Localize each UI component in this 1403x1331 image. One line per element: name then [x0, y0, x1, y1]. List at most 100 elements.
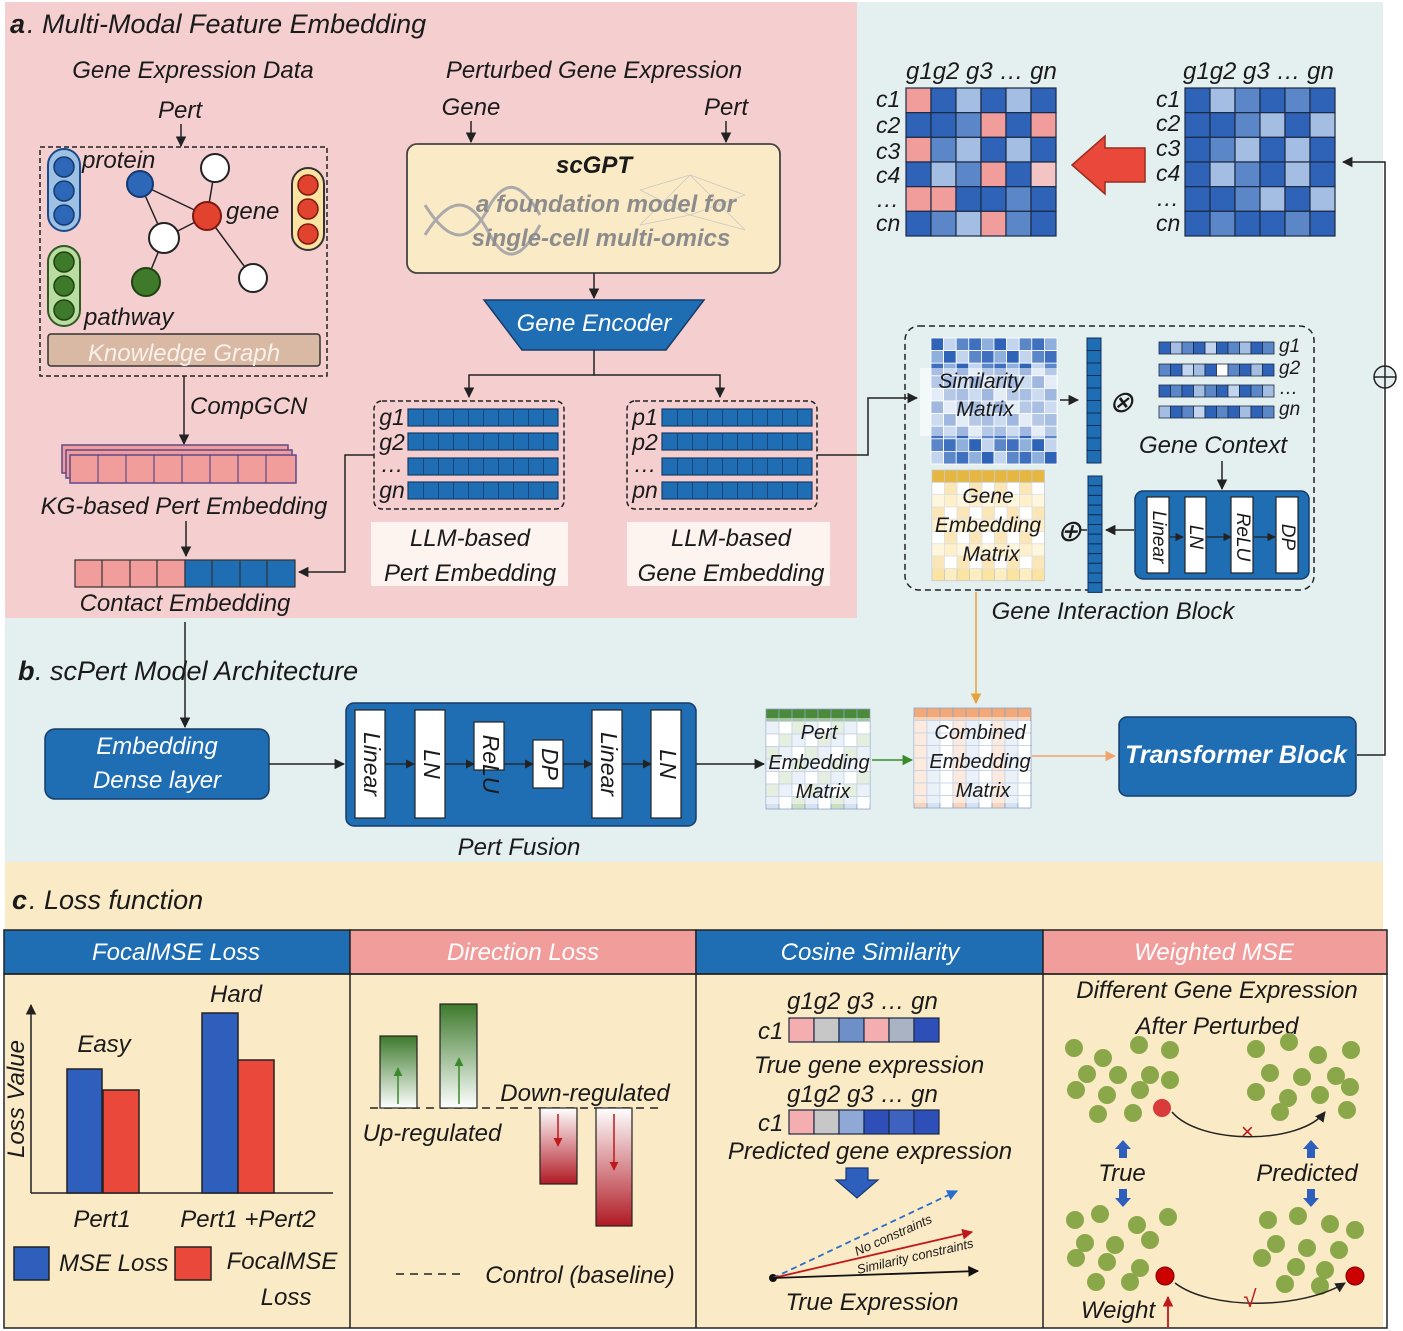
vector-column — [1086, 337, 1102, 464]
gene-encoder-label: Gene Encoder — [517, 310, 673, 337]
similarity-label-2: Matrix — [956, 398, 1015, 421]
protein-node — [126, 170, 154, 198]
row-divider — [438, 458, 439, 475]
pem-overlay — [766, 718, 870, 804]
heatmap-cell — [930, 136, 957, 163]
llm-gene-label-bg — [627, 522, 830, 586]
context-cell — [1181, 363, 1194, 377]
pert-fusion-label: Pert Fusion — [458, 834, 581, 861]
context-cell — [1170, 384, 1183, 398]
heatmap-cell — [1030, 112, 1057, 138]
vector-cell — [1086, 375, 1102, 389]
gene-dot — [1259, 1211, 1277, 1229]
matrix-cell — [1019, 469, 1033, 483]
heatmap-cell — [1030, 210, 1057, 237]
heatmap-cell — [1030, 136, 1057, 163]
expression-cell — [788, 1017, 815, 1043]
matrix-cell — [955, 350, 970, 364]
row-divider — [767, 482, 768, 499]
row-divider — [737, 409, 738, 426]
row-divider — [692, 409, 693, 426]
fusion-block — [473, 721, 505, 771]
row-divider — [707, 433, 708, 450]
vector-cell — [1086, 350, 1102, 364]
gene-context-label: Gene Context — [1139, 432, 1288, 459]
gene-dot — [1067, 1081, 1085, 1099]
transformer-block-box — [1118, 716, 1357, 797]
context-cell — [1262, 363, 1275, 377]
matrix-cell — [968, 450, 982, 465]
panel-a-title: . Multi-Modal Feature Embedding — [27, 9, 426, 39]
panel-a: a . Multi-Modal Feature Embedding Gene E… — [10, 9, 830, 617]
matrix-cell — [969, 469, 983, 483]
up-regulated-label: Up-regulated — [363, 1120, 502, 1147]
heatmap-cell — [955, 112, 982, 138]
heatmap-cell — [955, 161, 982, 188]
heatmap-cell — [1234, 186, 1261, 212]
heatmap-cell — [1234, 136, 1261, 163]
heatmap-cell — [980, 87, 1007, 114]
matrix-cell — [981, 469, 995, 483]
row-divider — [752, 482, 753, 499]
vector-cell — [1086, 450, 1102, 464]
row-divider — [767, 458, 768, 475]
gene-dot — [1279, 1089, 1297, 1107]
row-divider — [498, 433, 499, 450]
focal-y-label: Loss Value — [3, 1040, 30, 1158]
heatmap-cell — [1284, 161, 1311, 188]
heatmap-cell — [930, 112, 957, 138]
expression-cell — [838, 1017, 865, 1043]
gene-context-rows — [1158, 341, 1275, 419]
encoder-to-gene-arrow — [594, 374, 726, 399]
gene-dot — [1065, 1039, 1083, 1057]
graph-node — [200, 153, 230, 183]
heatmap-cell — [955, 136, 982, 163]
matrix-cell — [1031, 350, 1045, 364]
legend-focal-label-1: FocalMSE — [227, 1248, 339, 1275]
gene-dot — [1311, 1086, 1329, 1104]
row-divider — [767, 433, 768, 450]
expression-cell — [913, 1017, 940, 1043]
heatmap-cell — [1284, 210, 1311, 237]
row-divider — [737, 482, 738, 499]
gene-dot — [1311, 1277, 1329, 1295]
gene-dot — [1280, 1033, 1298, 1051]
vector-cell — [1086, 412, 1102, 426]
gem-label-2: Embedding — [935, 514, 1042, 537]
weighted-title-1: Different Gene Expression — [1076, 977, 1357, 1004]
gene-expression-data-label: Gene Expression Data — [72, 57, 313, 84]
expression-cell — [888, 1109, 915, 1135]
fusion-block-label: Linear — [596, 732, 622, 797]
context-cell — [1216, 384, 1229, 398]
heatmap-cell — [980, 186, 1007, 212]
matrix-cell — [994, 568, 1008, 582]
row-divider — [438, 409, 439, 426]
gene-dot — [1338, 1101, 1356, 1119]
vector-cell — [1086, 437, 1102, 451]
vector-cell — [1087, 524, 1103, 535]
llm-gene-embedding-rows — [661, 408, 813, 500]
g-row-label: … — [381, 451, 404, 477]
gem-label-3: Matrix — [962, 543, 1021, 566]
heatmap-cell — [930, 186, 957, 212]
row-divider — [453, 458, 454, 475]
matrix-cell — [1006, 337, 1020, 352]
row-divider — [752, 409, 753, 426]
matrix-cell — [1018, 350, 1033, 364]
context-cell — [1216, 363, 1229, 377]
vector-cell — [1086, 337, 1102, 351]
matrix-cell — [981, 568, 995, 582]
heatmap-cell — [1209, 210, 1236, 237]
heatmap-cell — [1234, 112, 1261, 138]
gene-dot — [1089, 1105, 1107, 1123]
gene-dot — [1109, 1066, 1127, 1084]
gene-embedding-to-block-arrow — [817, 392, 919, 456]
context-row-label: … — [1279, 378, 1298, 399]
true-label: True — [1098, 1160, 1146, 1187]
row-divider — [707, 458, 708, 475]
matrix-cell — [930, 450, 945, 465]
row-divider — [513, 458, 514, 475]
matrix-cell — [944, 568, 958, 582]
context-cell — [1250, 405, 1263, 419]
gene-dot — [1106, 1236, 1124, 1254]
